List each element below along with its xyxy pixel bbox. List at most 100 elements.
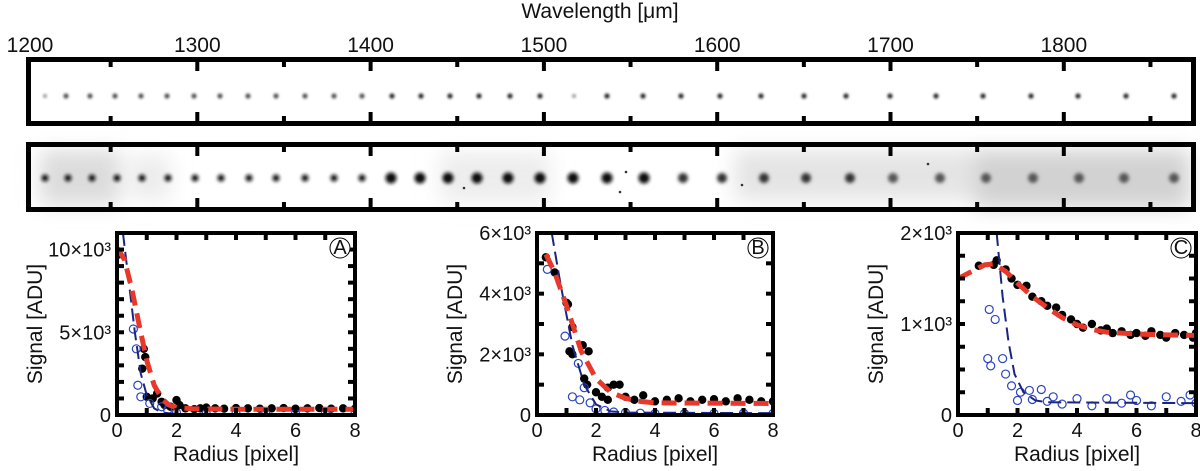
spot [191, 174, 199, 182]
panel-c: 0 2 4 6 8 0 1×10³ 2×10³ Radius [pixel] Signal [AD… [865, 223, 1200, 466]
spot [385, 172, 397, 184]
open-data-point [136, 392, 146, 402]
spot [801, 93, 807, 99]
x-tick-label: 2 [590, 420, 601, 442]
background-haze [40, 150, 1190, 208]
filled-data-point [550, 268, 559, 277]
open-data-point [1006, 381, 1017, 391]
open-data-point [984, 304, 994, 315]
spot [245, 93, 251, 99]
spot [1171, 93, 1177, 99]
spot [191, 93, 197, 99]
y-tick-label: 2×10³ [900, 223, 952, 245]
x-axis-label: Radius [pixel] [173, 443, 299, 466]
spot [1028, 173, 1038, 183]
panel-label: C [1174, 237, 1188, 259]
spot [678, 93, 684, 99]
spot [64, 174, 72, 182]
spot [272, 174, 280, 182]
open-data-point [560, 331, 570, 341]
spot [164, 93, 170, 99]
spot [980, 93, 986, 99]
filled-data-point [630, 395, 639, 405]
spot [534, 172, 546, 184]
red-fit-line [958, 261, 1196, 338]
plot-area [117, 233, 355, 415]
x-tick-label: 4 [1071, 420, 1082, 442]
spot [1028, 93, 1034, 99]
open-data-point [1057, 399, 1067, 409]
y-tick-label: 10×10³ [48, 240, 111, 262]
filled-data-point [603, 395, 612, 405]
open-data-point [1131, 395, 1142, 406]
haze-region [735, 150, 975, 200]
filled-data-point [338, 404, 348, 413]
spot [640, 93, 646, 99]
spot [935, 173, 945, 183]
haze-region [440, 152, 550, 202]
open-data-point [575, 395, 585, 405]
filled-data-point [243, 404, 253, 413]
x-tick-label: 6 [290, 420, 301, 442]
filled-data-point [584, 347, 593, 356]
open-data-point [1102, 394, 1112, 404]
spot [758, 93, 764, 99]
spot [801, 173, 811, 183]
spot [1075, 93, 1081, 99]
filled-data-point [1066, 315, 1076, 324]
wavelength-tick-label: 1300 [174, 34, 221, 57]
spot [604, 93, 610, 99]
spot [1169, 173, 1179, 183]
spot [1119, 173, 1129, 183]
spot [572, 94, 576, 98]
filled-data-point [674, 394, 683, 403]
open-data-point [1027, 394, 1037, 405]
filled-data-point [267, 404, 276, 413]
spot [717, 173, 727, 183]
red-fit-line [543, 253, 773, 406]
open-data-point [1036, 384, 1046, 395]
open-data-point [1024, 385, 1035, 396]
spot [442, 172, 454, 184]
spot [447, 93, 453, 99]
spot [502, 172, 514, 184]
spot [389, 93, 395, 99]
y-axis-label: Signal [ADU] [24, 264, 47, 384]
stray-dot [624, 170, 628, 174]
y-tick-label: 2×10³ [479, 344, 531, 366]
spot [418, 93, 424, 99]
x-axis-label: Radius [pixel] [592, 443, 718, 466]
filled-data-point [639, 391, 648, 400]
spot [638, 172, 650, 184]
spot [217, 174, 225, 182]
filled-data-point [315, 403, 324, 413]
y-axis-label: Signal [ADU] [444, 264, 467, 384]
spot [273, 93, 279, 99]
wavelength-tick-label: 1800 [1040, 34, 1087, 57]
spot [759, 173, 769, 183]
filled-data-point [721, 397, 730, 406]
x-tick-label: 6 [1131, 420, 1142, 442]
panel-a: 0 2 4 6 8 0 5×10³ 10×10³ Radius [pixel] Signal [A… [24, 231, 361, 466]
spot [507, 93, 513, 99]
spectral-strips: 1200 1300 1400 1500 1600 1700 1800 [7, 34, 1196, 212]
open-data-point [542, 264, 552, 274]
spot [164, 174, 172, 182]
x-tick-label: 4 [649, 420, 660, 442]
spot [358, 174, 366, 182]
spot [678, 173, 688, 183]
open-data-point [1072, 394, 1082, 404]
haze-region [40, 150, 120, 205]
spot [331, 93, 337, 99]
open-data-point [1000, 369, 1011, 379]
panel-label-circle [1170, 237, 1192, 259]
wavelength-tick-label: 1500 [521, 34, 568, 57]
panel-label-circle [329, 237, 351, 259]
x-tick-label: 8 [349, 420, 360, 442]
x-tick-label: 8 [767, 420, 778, 442]
spot [414, 172, 426, 184]
open-data-point [1176, 396, 1186, 406]
y-tick-label: 1×10³ [900, 314, 952, 336]
spot [87, 93, 93, 99]
x-axis-label: Radius [pixel] [1014, 443, 1140, 466]
